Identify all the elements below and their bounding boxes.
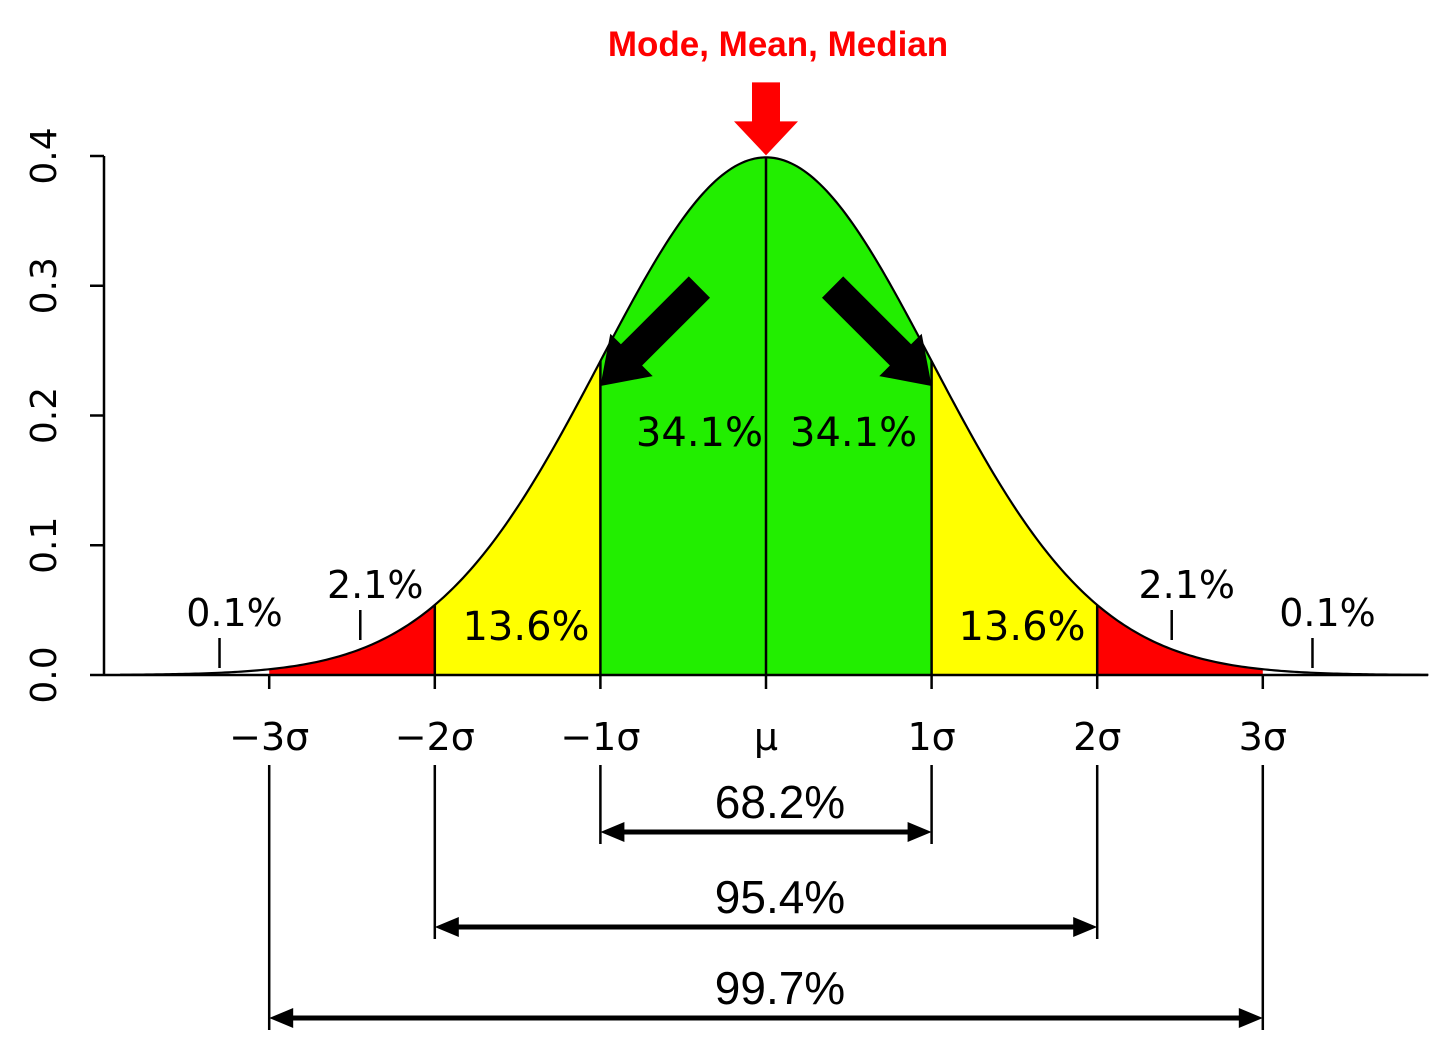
x-tick-label-2: −1σ (560, 715, 640, 759)
tail-label-0: 0.1% (186, 591, 283, 635)
span-label-2: 99.7% (715, 962, 845, 1014)
x-tick-label-6: 3σ (1239, 715, 1287, 759)
axes-layer: 0.0 0.1 0.2 0.3 0.4 −3σ −2σ −1σ μ 1σ 2σ 3σ (24, 127, 1428, 759)
x-tick-label-5: 2σ (1073, 715, 1121, 759)
y-tick-label-1: 0.1 (24, 517, 65, 574)
y-tick-label-3: 0.3 (24, 257, 65, 314)
tail-label-3: 0.1% (1279, 591, 1376, 635)
span-arrowhead-left-0 (600, 822, 625, 842)
region-3 (766, 157, 932, 675)
labels-layer: 13.6% 34.1% 34.1% 13.6% 0.1% 2.1% 2.1% 0.1% (186, 410, 1376, 668)
tail-label-2: 2.1% (1138, 563, 1235, 607)
span-label-1: 95.4% (715, 871, 845, 923)
region-label-2: 34.1% (636, 410, 763, 456)
peak-pointer-arrow (734, 82, 798, 156)
density-curve (120, 156, 1429, 676)
inflection-pointer-arrow-1 (600, 276, 710, 386)
x-tick-label-3: μ (754, 715, 778, 759)
pointers-layer (600, 82, 932, 386)
region-2 (600, 157, 766, 675)
span-arrowhead-left-1 (434, 917, 459, 937)
region-label-1: 13.6% (462, 604, 589, 650)
x-tick-label-0: −3σ (229, 715, 309, 759)
spans-layer: 68.2% 95.4% 99.7% (267, 765, 1265, 1030)
region-5 (1097, 604, 1263, 675)
region-0 (269, 604, 435, 675)
y-tick-label-4: 0.4 (24, 127, 65, 184)
region-label-4: 13.6% (958, 604, 1085, 650)
span-label-0: 68.2% (715, 776, 845, 828)
span-arrowhead-right-1 (1073, 917, 1098, 937)
x-tick-label-4: 1σ (907, 715, 955, 759)
region-label-3: 34.1% (790, 410, 917, 456)
y-tick-label-2: 0.2 (24, 387, 65, 444)
lines-layer (120, 156, 1429, 676)
span-arrowhead-left-2 (269, 1008, 294, 1028)
x-tick-label-1: −2σ (395, 715, 475, 759)
y-tick-label-0: 0.0 (24, 646, 65, 703)
span-arrowhead-right-0 (907, 822, 932, 842)
chart-title: Mode, Mean, Median (608, 25, 948, 64)
inflection-pointer-arrow-2 (822, 276, 932, 386)
tail-label-1: 2.1% (327, 563, 424, 607)
span-arrowhead-right-2 (1238, 1008, 1263, 1028)
